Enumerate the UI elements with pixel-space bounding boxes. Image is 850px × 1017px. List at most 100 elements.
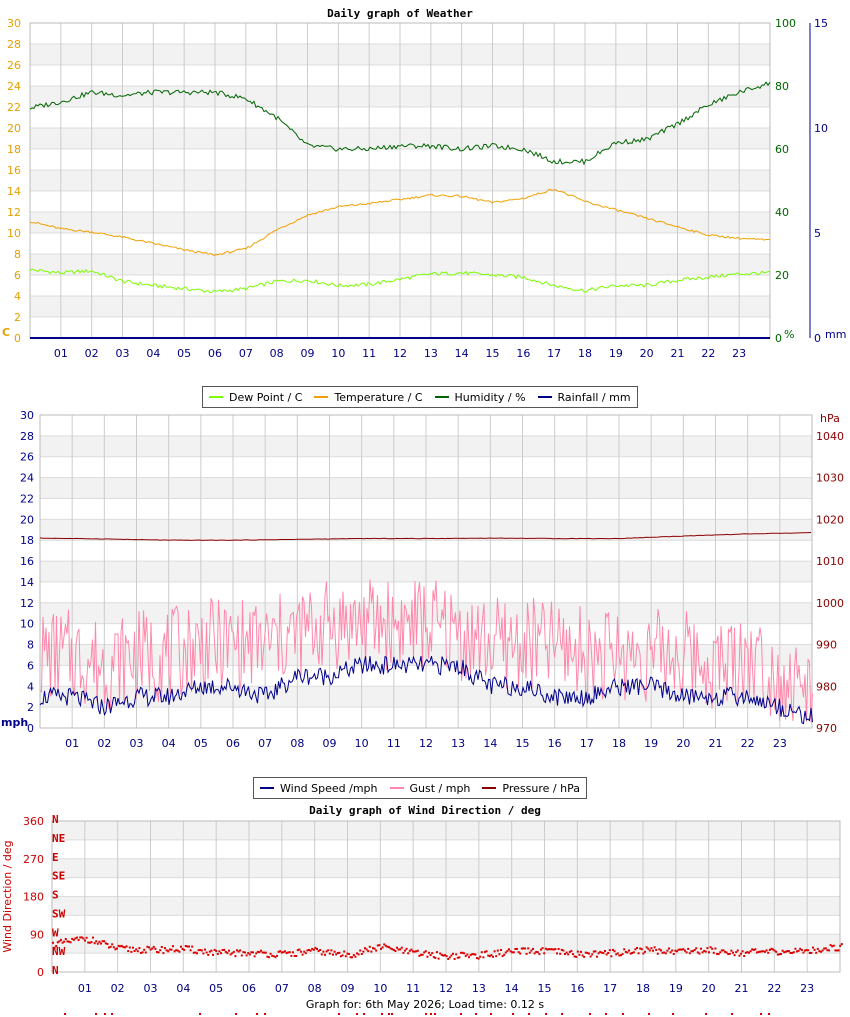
wind-direction-point — [583, 955, 586, 958]
y-tick-right-rain: 10 — [814, 122, 828, 135]
wind-direction-point — [444, 954, 446, 957]
wind-direction-point — [428, 951, 430, 954]
wind-direction-point — [613, 950, 616, 953]
plot-area — [51, 820, 841, 973]
wind-direction-point — [272, 955, 275, 958]
x-tick-label: 22 — [767, 982, 781, 995]
series-humidity — [29, 81, 771, 166]
wind-direction-point — [244, 951, 246, 954]
wind-direction-point — [295, 955, 298, 957]
wind-direction-point — [290, 954, 293, 957]
chart-title: Daily graph of Weather — [327, 7, 473, 20]
x-tick-label: 16 — [548, 737, 562, 750]
wind-direction-point — [588, 952, 590, 955]
x-tick-label: 07 — [239, 347, 253, 360]
wind-direction-point — [500, 949, 502, 951]
wind-direction-point — [232, 950, 235, 953]
wind-direction-point — [207, 953, 210, 956]
wind-direction-point — [632, 951, 635, 954]
wind-direction-point — [840, 943, 843, 946]
x-tick-label: 23 — [800, 982, 814, 995]
wind-direction-point — [452, 952, 454, 955]
wind-direction-point — [690, 950, 693, 953]
y-tick-right: 970 — [816, 722, 837, 735]
wind-direction-point — [424, 950, 427, 953]
wind-direction-point — [255, 952, 258, 955]
wind-direction-point — [429, 954, 432, 956]
legend-dewpoint: Dew Point / C — [209, 391, 302, 404]
wind-direction-point — [794, 947, 797, 950]
wind-direction-point — [448, 956, 451, 959]
wind-direction-point — [125, 945, 128, 948]
x-tick-label: 03 — [144, 982, 158, 995]
y-tick-right: 1020 — [816, 513, 844, 526]
compass-label: S — [52, 889, 59, 902]
x-tick-label: 03 — [130, 737, 144, 750]
x-tick-label: 06 — [208, 347, 222, 360]
wind-direction-point — [463, 952, 466, 955]
wind-direction-point — [559, 952, 562, 955]
wind-direction-point — [730, 949, 733, 952]
wind-direction-point — [378, 944, 381, 947]
wind-direction-point — [368, 945, 371, 948]
wind-pressure-chart: 01 02 03 04 05 06 07 08 09 10 11 12 13 14 15 16 17 18 19 20… — [1, 409, 844, 750]
wind-legend: Wind Speed /mph Gust / mph Pressure / hP… — [253, 777, 587, 799]
wind-direction-point — [495, 955, 498, 958]
wind-direction-point — [514, 948, 517, 950]
wind-direction-point — [554, 948, 557, 951]
wind-direction-point — [512, 1013, 514, 1015]
y-unit-left: C — [2, 326, 10, 339]
x-tick-label: 17 — [547, 347, 561, 360]
wind-direction-point — [668, 947, 670, 950]
wind-direction-point — [581, 954, 584, 957]
wind-direction-point — [698, 952, 701, 955]
wind-direction-point — [317, 950, 320, 952]
wind-direction-point — [53, 946, 56, 949]
wind-direction-point — [461, 951, 464, 954]
x-tick-label: 11 — [362, 347, 376, 360]
y-tick-left: 16 — [7, 164, 21, 177]
x-tick-label: 01 — [54, 347, 68, 360]
series-dewpoint — [29, 268, 771, 294]
wind-direction-point — [488, 955, 491, 958]
wind-direction-point — [618, 954, 621, 957]
wind-direction-point — [348, 953, 350, 955]
legend-gust: Gust / mph — [389, 782, 470, 795]
wind-direction-point — [277, 950, 280, 953]
wind-direction-point — [72, 938, 75, 941]
wind-direction-point — [652, 949, 654, 952]
wind-direction-point — [181, 948, 184, 950]
wind-direction-point — [389, 947, 392, 950]
wind-direction-point — [520, 947, 523, 950]
wind-direction-point — [425, 1013, 427, 1015]
wind-direction-point — [60, 938, 62, 941]
x-tick-label: 05 — [194, 737, 208, 750]
wind-direction-point — [592, 950, 595, 953]
wind-direction-point — [364, 947, 366, 950]
wind-direction-point — [64, 938, 67, 940]
x-tick-label: 22 — [701, 347, 715, 360]
wind-direction-point — [528, 1013, 530, 1015]
y-tick-left: 4 — [27, 680, 34, 693]
wind-direction-point — [536, 951, 539, 954]
wind-direction-point — [524, 947, 526, 950]
wind-direction-point — [88, 941, 91, 944]
y-tick-left: 26 — [7, 59, 21, 72]
wind-direction-point — [405, 947, 408, 950]
wind-direction-point — [375, 949, 378, 952]
wind-direction-point — [373, 947, 376, 950]
wind-direction-point — [98, 940, 101, 943]
y-unit-rain: mm — [825, 328, 846, 341]
wind-direction-point — [162, 952, 165, 955]
x-tick-label: 13 — [424, 347, 438, 360]
wind-direction-point — [656, 952, 659, 955]
x-tick-label: 15 — [516, 737, 530, 750]
wind-direction-point — [133, 950, 136, 952]
wind-direction-point — [455, 953, 458, 956]
wind-direction-point — [136, 950, 139, 953]
wind-direction-point — [199, 949, 202, 951]
wind-direction-point — [103, 940, 106, 943]
wind-direction-point — [820, 950, 822, 953]
wind-direction-point — [76, 936, 78, 939]
x-tick-label: 02 — [85, 347, 99, 360]
